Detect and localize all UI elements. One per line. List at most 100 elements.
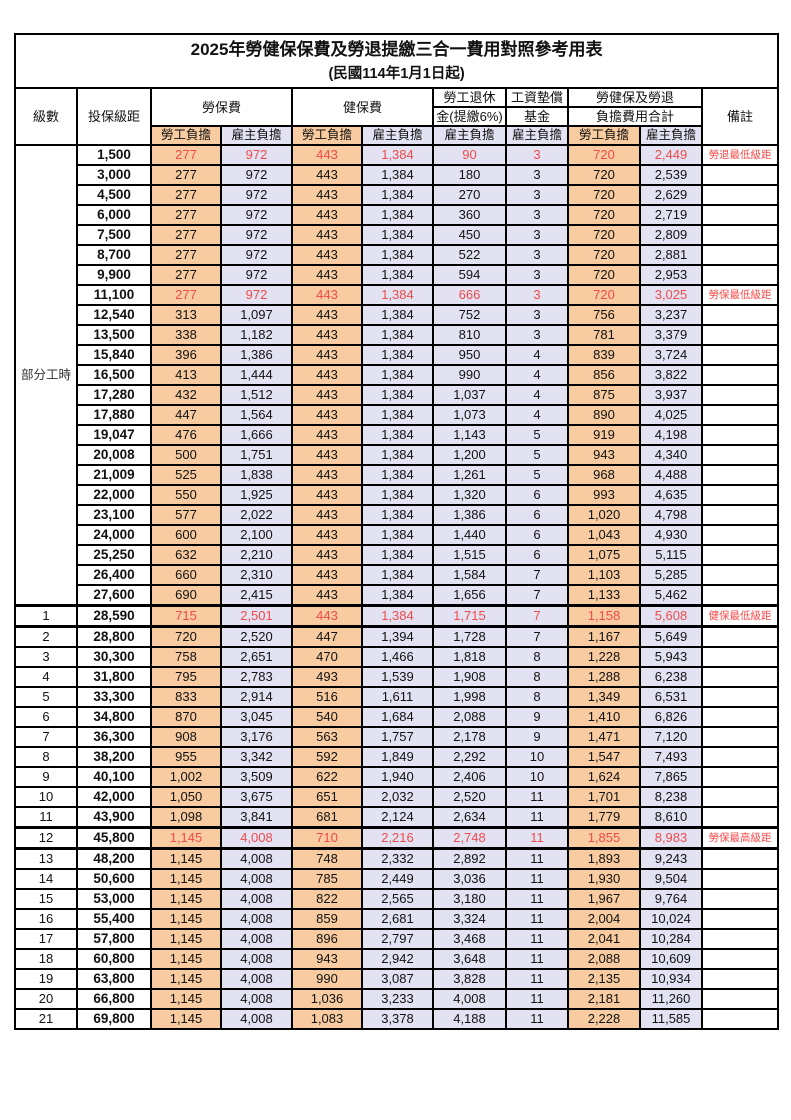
bracket-cell: 69,800 [76,1008,152,1030]
fee-cell: 1,083 [291,1008,363,1030]
table-row: 3 30,300 758 2,651 470 1,466 1,818 8 1,228 5,943 [14,646,780,668]
fee-cell: 600 [150,524,222,546]
fee-cell: 1,384 [361,344,434,366]
fee-cell: 5 [505,424,569,446]
fee-cell: 432 [150,384,222,406]
note-cell [700,184,780,206]
fee-cell: 443 [291,604,363,628]
fee-cell: 443 [291,504,363,526]
note-cell [700,344,780,366]
fee-cell: 3,937 [639,384,703,406]
table-row: 22,000 550 1,925 443 1,384 1,320 6 993 4,635 [15,484,780,506]
fee-cell: 720 [150,625,222,648]
fee-cell: 1,584 [432,564,507,586]
fee-cell: 710 [291,826,363,850]
note-cell [700,806,780,829]
fee-cell: 4,930 [639,524,703,546]
level-cell: 9 [14,766,78,788]
fee-cell: 3 [505,184,569,206]
fee-cell: 972 [220,184,293,206]
fee-cell: 9,243 [639,847,703,870]
fee-cell: 1,849 [361,746,434,768]
level-cell: 18 [14,948,78,970]
bracket-cell: 21,009 [76,464,152,486]
bracket-cell: 38,200 [76,746,152,768]
table-row: 1 28,590 715 2,501 443 1,384 1,715 7 1,158 5,608 健… [14,604,780,628]
fee-cell: 6 [505,504,569,526]
fee-cell: 3,087 [361,968,434,990]
fee-cell: 972 [220,244,293,266]
fee-cell: 4,188 [432,1008,507,1030]
fee-cell: 856 [567,364,641,386]
note-cell [700,364,780,386]
page-subtitle: (民國114年1月1日起) [328,66,465,82]
fee-cell: 6,531 [639,686,703,708]
fee-cell: 1,701 [567,786,641,808]
fee-cell: 4,008 [220,908,293,930]
fee-cell: 1,384 [361,244,434,266]
fee-cell: 785 [291,868,363,890]
fee-cell: 890 [567,404,641,426]
fee-cell: 3,468 [432,928,507,950]
table-row: 12,540 313 1,097 443 1,384 752 3 756 3,237 [15,304,780,326]
fee-cell: 360 [432,204,507,226]
fee-cell: 2,088 [432,706,507,728]
fee-cell: 1,757 [361,726,434,748]
note-cell [700,384,780,406]
table-row: 9,900 277 972 443 1,384 594 3 720 2,953 [15,264,780,286]
fee-cell: 1,200 [432,444,507,466]
fee-cell: 1,145 [150,908,222,930]
fee-cell: 1,715 [432,604,507,628]
fee-cell: 1,145 [150,868,222,890]
fee-cell: 1,386 [220,344,293,366]
fee-cell: 277 [150,184,222,206]
table-row: 17,280 432 1,512 443 1,384 1,037 4 875 3,937 [15,384,780,406]
fee-cell: 338 [150,324,222,346]
fee-cell: 5 [505,444,569,466]
fee-cell: 277 [150,224,222,246]
fee-cell: 4,008 [220,948,293,970]
note-cell [700,404,780,426]
fee-cell: 1,384 [361,384,434,406]
level-cell: 17 [14,928,78,950]
fee-cell: 1,893 [567,847,641,870]
fee-cell: 896 [291,928,363,950]
table-row: 6,000 277 972 443 1,384 360 3 720 2,719 [15,204,780,226]
bracket-cell: 57,800 [76,928,152,950]
fee-cell: 1,036 [291,988,363,1010]
fee-cell: 8 [505,686,569,708]
fee-cell: 443 [291,244,363,266]
fee-cell: 756 [567,304,641,326]
fee-cell: 8,983 [639,826,703,850]
fee-cell: 795 [150,666,222,688]
fee-cell: 4,008 [220,968,293,990]
fee-cell: 1,145 [150,826,222,850]
fee-cell: 443 [291,384,363,406]
note-cell: 健保最低級距 [700,604,780,628]
fee-cell: 443 [291,564,363,586]
fee-cell: 1,666 [220,424,293,446]
bracket-cell: 63,800 [76,968,152,990]
col-header-pension-line1: 勞工退休 [432,87,507,108]
fee-cell: 11 [505,786,569,808]
note-cell [700,686,780,708]
fee-cell: 1,384 [361,264,434,286]
fee-cell: 1,050 [150,786,222,808]
level-cell: 21 [14,1008,78,1030]
fee-cell: 2,292 [432,746,507,768]
fee-cell: 10,284 [639,928,703,950]
subheader-total-employer: 雇主負擔 [639,125,703,146]
fee-cell: 2,719 [639,204,703,226]
fee-cell: 11,260 [639,988,703,1010]
fee-cell: 6 [505,524,569,546]
fee-cell: 447 [150,404,222,426]
fee-cell: 1,103 [567,564,641,586]
fee-cell: 2,539 [639,164,703,186]
fee-cell: 4,798 [639,504,703,526]
fee-cell: 3,342 [220,746,293,768]
note-cell [700,424,780,446]
fee-cell: 4,008 [220,888,293,910]
fee-cell: 396 [150,344,222,366]
table-row: 19,047 476 1,666 443 1,384 1,143 5 919 4,198 [15,424,780,446]
fee-cell: 447 [291,625,363,648]
